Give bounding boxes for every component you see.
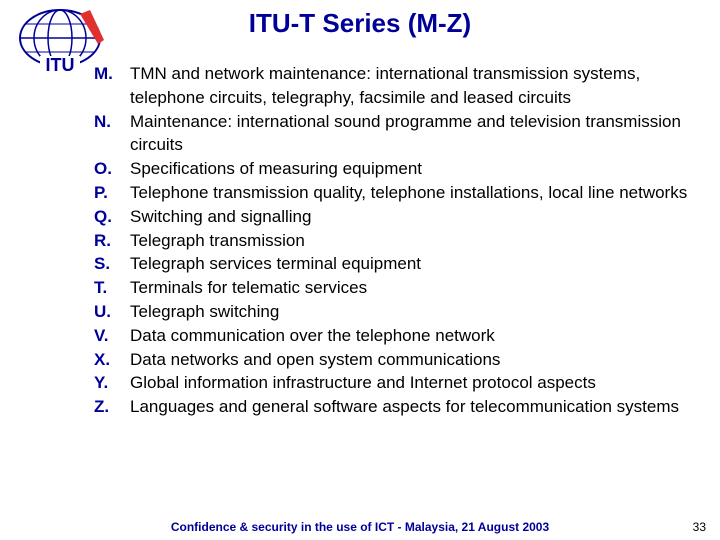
list-item: Q.Switching and signalling [94, 205, 706, 229]
series-letter: R. [94, 229, 130, 253]
page-title: ITU-T Series (M-Z) [0, 8, 720, 39]
svg-text:ITU: ITU [46, 55, 75, 75]
list-item: T.Terminals for telematic services [94, 276, 706, 300]
series-list: M.TMN and network maintenance: internati… [94, 62, 706, 419]
series-desc: Telegraph switching [130, 300, 279, 324]
series-desc: Languages and general software aspects f… [130, 395, 679, 419]
series-desc: Maintenance: international sound program… [130, 110, 706, 158]
series-desc: Specifications of measuring equipment [130, 157, 422, 181]
series-letter: X. [94, 348, 130, 372]
series-desc: Data communication over the telephone ne… [130, 324, 495, 348]
list-item: N.Maintenance: international sound progr… [94, 110, 706, 158]
series-desc: Telegraph transmission [130, 229, 305, 253]
list-item: P.Telephone transmission quality, teleph… [94, 181, 706, 205]
series-letter: T. [94, 276, 130, 300]
series-letter: S. [94, 252, 130, 276]
series-desc: Telephone transmission quality, telephon… [130, 181, 687, 205]
list-item: U.Telegraph switching [94, 300, 706, 324]
list-item: S.Telegraph services terminal equipment [94, 252, 706, 276]
series-letter: Y. [94, 371, 130, 395]
list-item: M.TMN and network maintenance: internati… [94, 62, 706, 110]
series-letter: M. [94, 62, 130, 86]
list-item: V.Data communication over the telephone … [94, 324, 706, 348]
list-item: X.Data networks and open system communic… [94, 348, 706, 372]
series-letter: O. [94, 157, 130, 181]
series-letter: V. [94, 324, 130, 348]
series-letter: Q. [94, 205, 130, 229]
series-desc: Terminals for telematic services [130, 276, 367, 300]
list-item: Z.Languages and general software aspects… [94, 395, 706, 419]
list-item: R.Telegraph transmission [94, 229, 706, 253]
series-desc: Telegraph services terminal equipment [130, 252, 421, 276]
series-desc: Global information infrastructure and In… [130, 371, 596, 395]
list-item: Y.Global information infrastructure and … [94, 371, 706, 395]
page-number: 33 [693, 520, 706, 534]
footer-text: Confidence & security in the use of ICT … [0, 520, 720, 534]
series-letter: P. [94, 181, 130, 205]
series-letter: Z. [94, 395, 130, 419]
slide: ITU ITU-T Series (M-Z) M.TMN and network… [0, 0, 720, 540]
series-desc: TMN and network maintenance: internation… [130, 62, 706, 110]
series-desc: Data networks and open system communicat… [130, 348, 500, 372]
series-letter: U. [94, 300, 130, 324]
series-letter: N. [94, 110, 130, 134]
series-desc: Switching and signalling [130, 205, 311, 229]
list-item: O.Specifications of measuring equipment [94, 157, 706, 181]
